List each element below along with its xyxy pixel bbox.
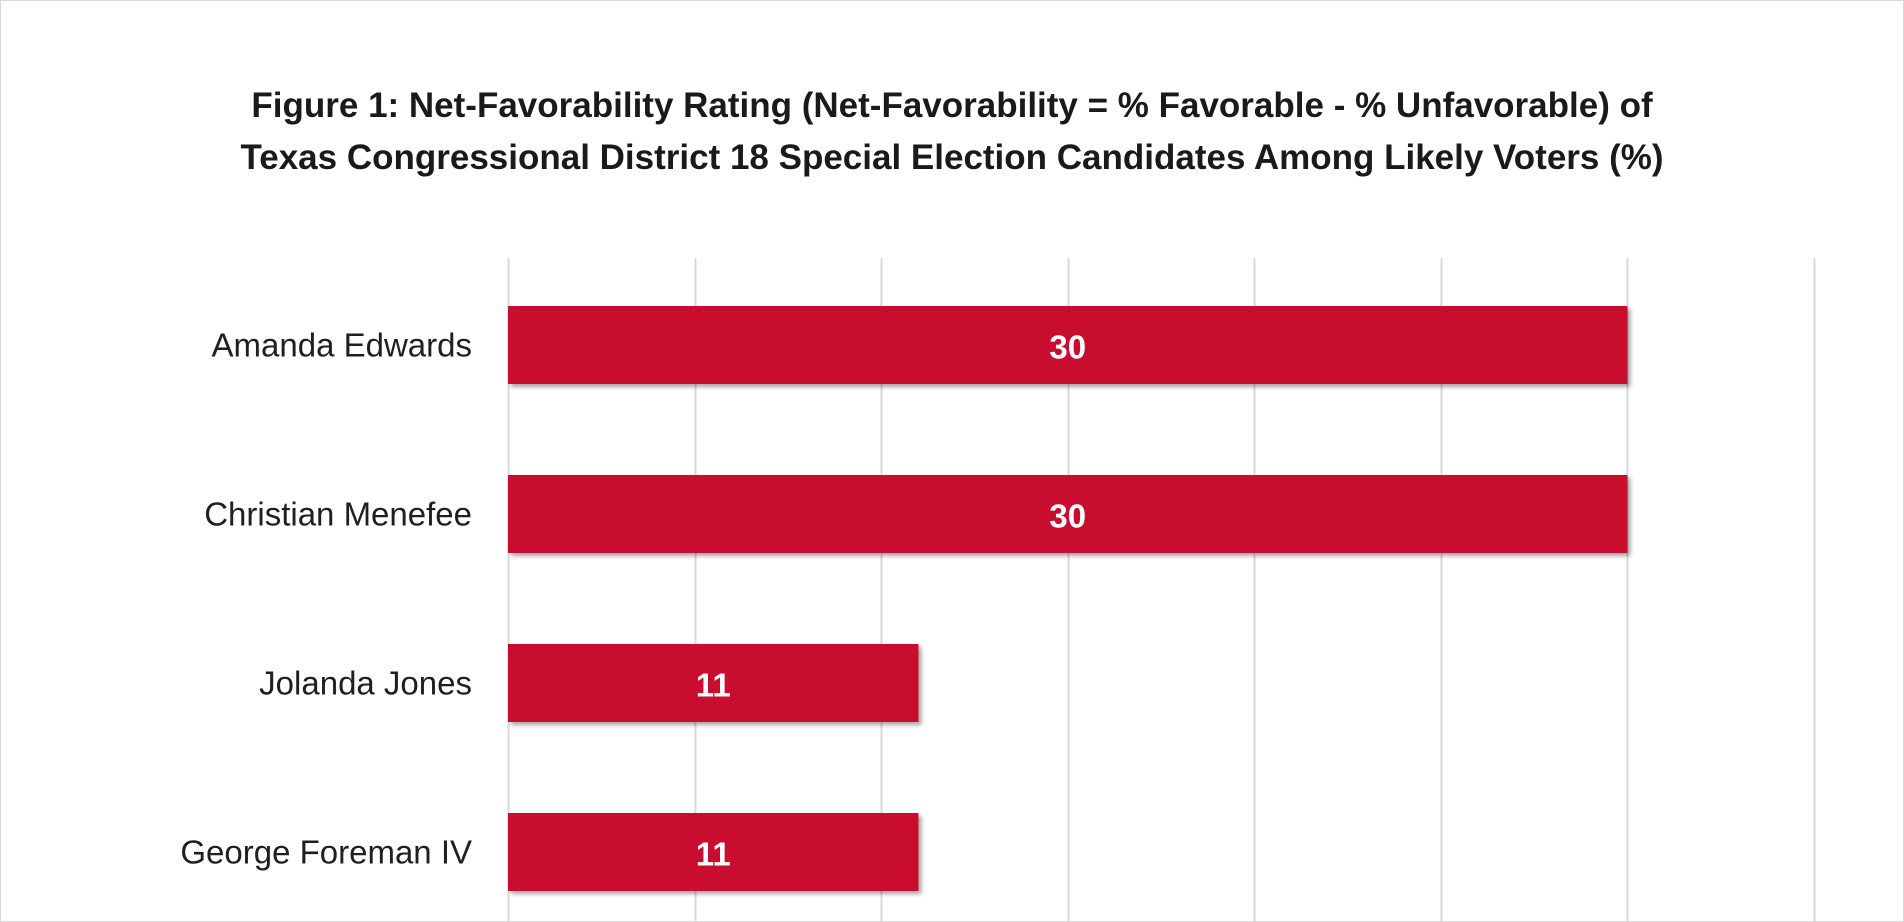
data-label: 30 [1049, 329, 1086, 366]
labels: Amanda Edwards 30 Christian Menefee 30 Jolan… [180, 327, 1086, 873]
chart-title-line-1: Figure 1: Net-Favorability Rating (Net-F… [251, 86, 1653, 125]
data-label: 30 [1049, 498, 1086, 535]
bar-george-foreman-iv [508, 813, 919, 891]
chart-title-line-2: Texas Congressional District 18 Special … [240, 138, 1664, 177]
category-label: Jolanda Jones [259, 665, 472, 702]
bar-amanda-edwards [508, 306, 1628, 384]
category-label: Amanda Edwards [212, 327, 472, 364]
bar-jolanda-jones [508, 644, 919, 722]
data-label: 11 [696, 667, 731, 704]
data-label: 11 [696, 836, 731, 873]
chart-title: Figure 1: Net-Favorability Rating (Net-F… [0, 80, 1904, 184]
bars [508, 306, 1628, 891]
category-label: Christian Menefee [204, 496, 472, 533]
bar-christian-menefee [508, 475, 1628, 553]
category-label: George Foreman IV [180, 834, 472, 871]
